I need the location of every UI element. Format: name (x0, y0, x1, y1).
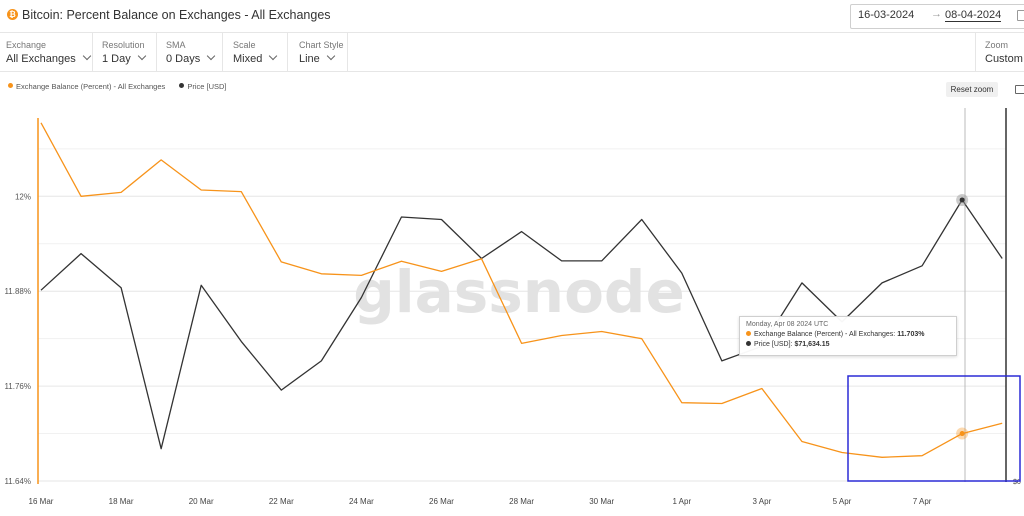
y-axis-labels: 12% 11.88% 11.76% 11.64% (4, 192, 31, 486)
x-tick-label: 24 Mar (349, 497, 374, 506)
resolution-value: 1 Day (102, 53, 131, 65)
tooltip-balance-value: 11.703% (897, 331, 925, 338)
scale-label: Scale (233, 40, 256, 50)
chart-controls: Exchange All Exchanges Resolution 1 Day … (0, 33, 1024, 72)
reset-zoom-button[interactable]: Reset zoom (946, 82, 998, 97)
title-bar: ₿ Bitcoin: Percent Balance on Exchanges … (0, 0, 1024, 33)
balance-hover-point (959, 431, 965, 437)
arrow-right-icon: → (931, 8, 942, 20)
resolution-select[interactable]: Resolution 1 Day (96, 33, 157, 71)
watermark: glassnode (353, 258, 685, 326)
tooltip-price-value: $71,634.15 (794, 341, 830, 348)
scale-select[interactable]: Scale Mixed (227, 33, 288, 71)
x-tick-label: 7 Apr (913, 497, 932, 506)
x-tick-label: 26 Mar (429, 497, 454, 506)
exchange-label: Exchange (6, 40, 47, 50)
x-tick-label: 3 Apr (753, 497, 772, 506)
tooltip-date: Monday, Apr 08 2024 UTC (746, 321, 829, 328)
x-tick-label: 16 Mar (29, 497, 54, 506)
legend-label: Price [USD] (187, 82, 227, 91)
scale-value: Mixed (233, 53, 263, 65)
date-to-input[interactable]: 08-04-2024 (945, 9, 1002, 22)
sma-label: SMA (166, 40, 186, 50)
x-axis-labels: 16 Mar 18 Mar 20 Mar 22 Mar 24 Mar 26 Mar 28 M… (29, 497, 932, 506)
tooltip-balance-label: Exchange Balance (Percent) - All Exchang… (754, 331, 896, 338)
chart-tooltip: Monday, Apr 08 2024 UTC Exchange Balance… (739, 316, 957, 356)
chart-title: Bitcoin: Percent Balance on Exchanges - … (22, 8, 331, 22)
x-tick-label: 28 Mar (509, 497, 534, 506)
exchange-value: All Exchanges (6, 53, 76, 65)
tooltip-balance-row: Exchange Balance (Percent) - All Exchang… (746, 331, 924, 338)
grid-lines (38, 148, 1006, 482)
x-tick-label: 20 Mar (189, 497, 214, 506)
exchange-select[interactable]: Exchange All Exchanges (0, 33, 93, 71)
zoom-label: Zoom (985, 40, 1009, 50)
legend-label: Exchange Balance (Percent) - All Exchang… (16, 82, 166, 91)
date-from-input[interactable]: 16-03-2024 (858, 9, 915, 21)
legend-item-price[interactable]: Price [USD] (179, 82, 227, 91)
tooltip-price-row: Price [USD]: $71,634.15 (746, 341, 830, 348)
x-tick-label: 30 Mar (589, 497, 614, 506)
legend-item-balance[interactable]: Exchange Balance (Percent) - All Exchang… (8, 82, 165, 91)
x-tick-label: 18 Mar (109, 497, 134, 506)
x-tick-label: 22 Mar (269, 497, 294, 506)
zoom-value: Custom (985, 53, 1023, 65)
y-tick-label: 11.88% (4, 287, 31, 296)
y-tick-label: 12% (15, 192, 31, 201)
camera-icon[interactable] (1015, 85, 1024, 94)
legend-dot (179, 83, 185, 88)
tooltip-dot (746, 331, 751, 336)
resolution-label: Resolution (102, 40, 145, 50)
chart-style-label: Chart Style (299, 40, 344, 50)
chart-style-value: Line (299, 53, 320, 65)
y-tick-label: 11.64% (4, 477, 31, 486)
zoom-select[interactable]: Zoom Custom (975, 33, 1024, 71)
balance-line (40, 122, 1003, 458)
date-range-picker[interactable]: 16-03-2024 → 08-04-2024 (850, 4, 1024, 29)
tooltip-price-label: Price [USD]: (754, 341, 793, 348)
chart-style-select[interactable]: Chart Style Line (293, 33, 348, 71)
bitcoin-icon: ₿ (7, 9, 18, 20)
sma-value: 0 Days (166, 53, 201, 65)
tooltip-dot (746, 341, 751, 346)
selection-box (847, 375, 1021, 482)
x-tick-label: 5 Apr (833, 497, 852, 506)
sma-select[interactable]: SMA 0 Days (160, 33, 223, 71)
calendar-icon[interactable] (1017, 10, 1024, 21)
chart-legend: Exchange Balance (Percent) - All Exchang… (8, 82, 239, 91)
price-hover-point (959, 197, 965, 203)
x-tick-label: 1 Apr (672, 497, 691, 506)
right-axis-tick-label: $6 (1013, 479, 1021, 486)
legend-dot (8, 83, 13, 88)
y-tick-label: 11.76% (4, 382, 31, 391)
